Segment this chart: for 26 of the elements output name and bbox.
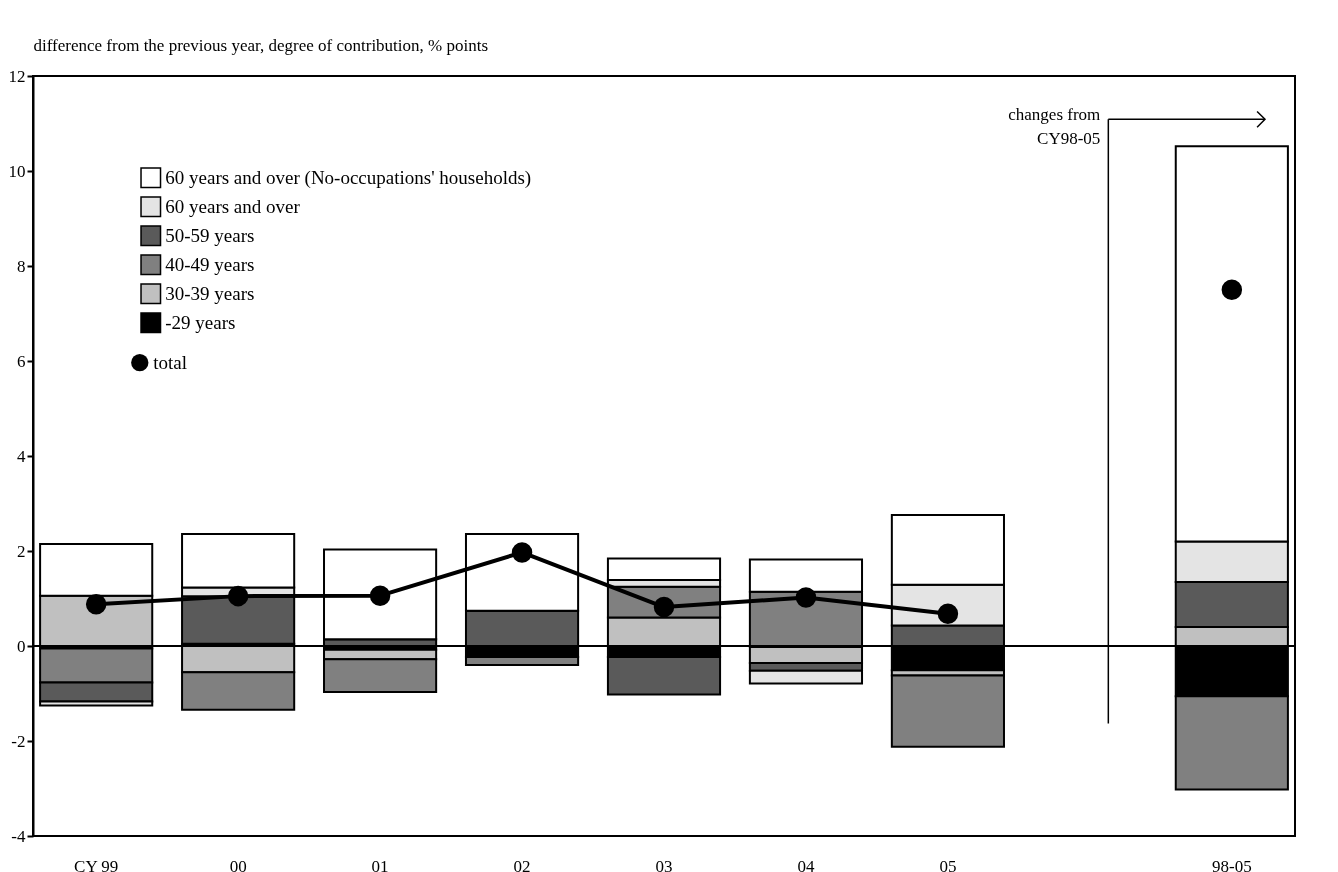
y-tick-label: 8 bbox=[17, 256, 26, 276]
y-axis-title: difference from the previous year, degree of contribution, % points bbox=[33, 35, 489, 55]
y-tick-label: 6 bbox=[17, 351, 26, 371]
x-tick-label: 04 bbox=[797, 856, 815, 872]
x-tick-label: 98-05 bbox=[1211, 856, 1252, 872]
x-tick-label: CY 99 bbox=[74, 856, 119, 872]
x-tick-label: 02 bbox=[513, 856, 531, 872]
legend-label: 50-59 years bbox=[165, 224, 255, 246]
y-tick-label: -2 bbox=[11, 731, 26, 751]
y-tick-label: -4 bbox=[11, 826, 26, 846]
legend-label: 40-49 years bbox=[165, 253, 255, 275]
y-tick-label: 4 bbox=[17, 446, 26, 466]
x-tick-label: 00 bbox=[229, 856, 247, 872]
annotation: changes from CY98-05 bbox=[1008, 105, 1101, 149]
legend-label: 60 years and over bbox=[165, 195, 301, 217]
x-tick-label: 01 bbox=[371, 856, 389, 872]
legend-label: -29 years bbox=[165, 311, 236, 333]
legend-label: total bbox=[153, 351, 188, 373]
y-tick-label: 2 bbox=[17, 541, 26, 561]
y-tick-label: 12 bbox=[8, 66, 26, 86]
x-tick-label: 05 bbox=[939, 856, 957, 872]
legend-label: 60 years and over (No-occupations' households) bbox=[165, 166, 532, 189]
y-tick-label: 0 bbox=[17, 636, 26, 656]
legend-label: 30-39 years bbox=[165, 282, 255, 304]
x-tick-label: 03 bbox=[655, 856, 673, 872]
y-tick-label: 10 bbox=[8, 161, 26, 181]
